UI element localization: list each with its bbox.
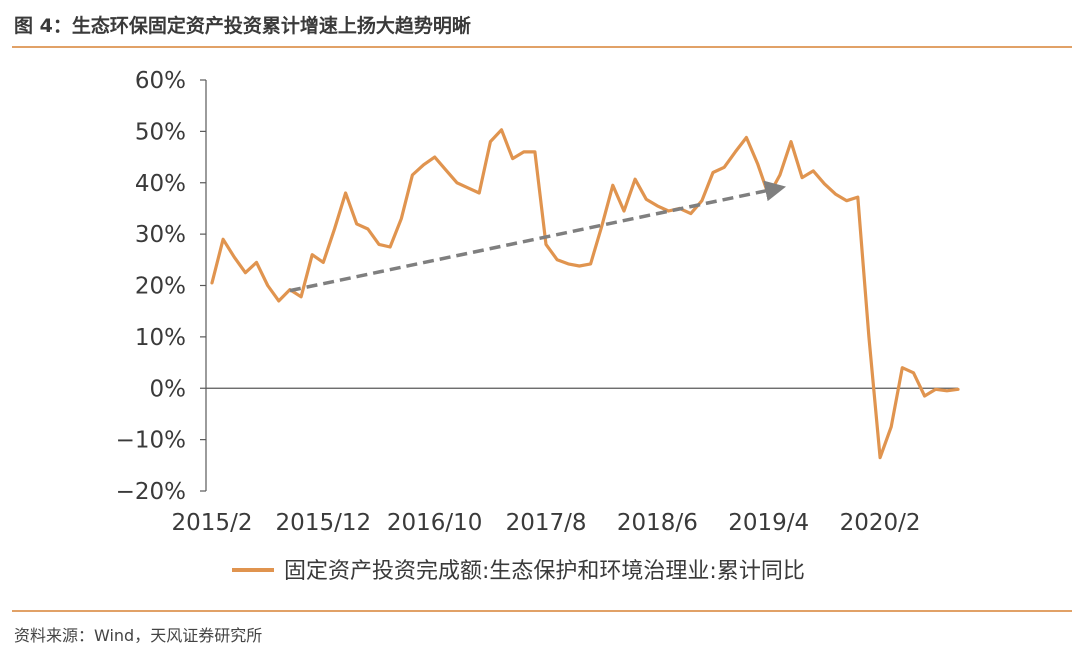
- y-axis-ticks: 60% 50% 40% 30% 20% 10% 0% −10% −20%: [116, 68, 206, 505]
- page-title: 图 4：生态环保固定资产投资累计增速上扬大趋势明晰: [14, 15, 471, 37]
- y-tick-label: −20%: [116, 479, 186, 505]
- x-tick-label: 2019/4: [728, 510, 809, 536]
- series-line-0: [210, 128, 960, 460]
- y-tick-label: −10%: [116, 428, 186, 454]
- footer-divider: [12, 610, 1072, 612]
- source-note: 资料来源：Wind，天风证券研究所: [14, 626, 263, 645]
- legend: 固定资产投资完成额:生态保护和环境治理业:累计同比: [232, 559, 805, 584]
- y-tick-label: 20%: [135, 274, 186, 300]
- y-tick-label: 10%: [135, 325, 186, 351]
- line-chart: 60%50%40%30%20%10%0%−10%−20% 2015/2 2015/…: [116, 68, 960, 584]
- x-tick-label: 2015/12: [276, 510, 372, 536]
- legend-label: 固定资产投资完成额:生态保护和环境治理业:累计同比: [284, 559, 805, 584]
- title-divider: [12, 46, 1072, 48]
- annotation-layer: [289, 180, 787, 293]
- x-tick-label: 2016/10: [387, 510, 483, 536]
- x-tick-label: 2018/6: [617, 510, 698, 536]
- y-tick-label: 60%: [135, 68, 186, 94]
- axes: [205, 80, 958, 491]
- y-tick-label: 30%: [135, 222, 186, 248]
- series-layer: [210, 128, 960, 460]
- x-tick-label: 2017/8: [506, 510, 587, 536]
- y-tick-label: 40%: [135, 171, 186, 197]
- x-axis-ticks: 2015/2 2015/12 2016/10 2017/8 2018/6 2019/4 20…: [172, 510, 921, 536]
- y-tick-label: 50%: [135, 119, 186, 145]
- x-tick-label: 2020/2: [840, 510, 921, 536]
- trend-arrow: [289, 180, 787, 293]
- x-tick-label: 2015/2: [172, 510, 253, 536]
- y-tick-label: 0%: [150, 376, 187, 402]
